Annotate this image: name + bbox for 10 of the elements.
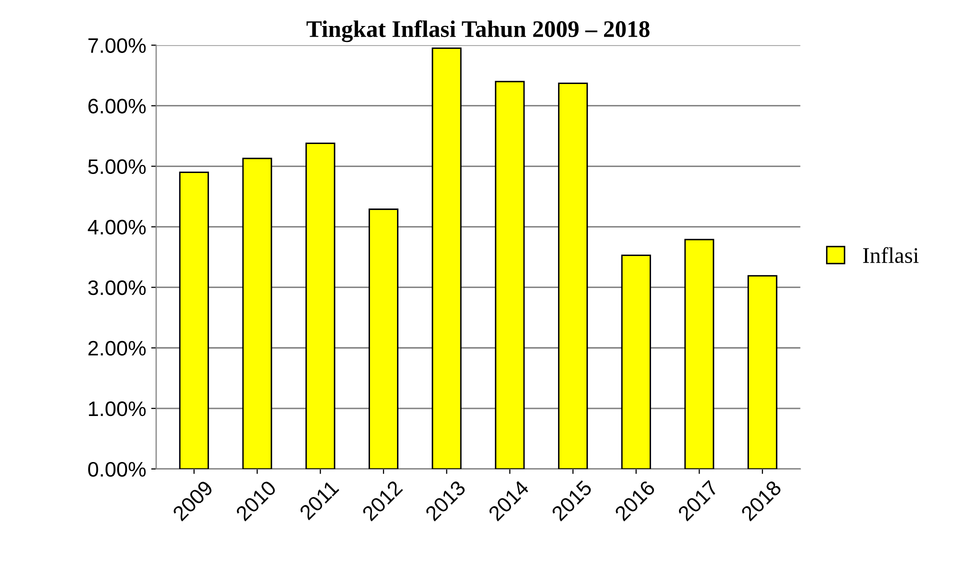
y-tick-label: 0.00%	[88, 462, 146, 477]
y-tick-label: 6.00%	[88, 98, 146, 114]
y-tick-label: 1.00%	[88, 401, 146, 416]
y-tick-label: 2.00%	[88, 340, 146, 356]
y-tick-label: 4.00%	[88, 220, 146, 235]
chart-title: Tingkat Inflasi Tahun 2009 – 2018	[306, 20, 650, 42]
legend-label: Inflasi	[863, 247, 919, 264]
y-tick-label: 5.00%	[88, 159, 146, 174]
y-tick-label: 3.00%	[88, 280, 146, 296]
y-tick-label: 7.00%	[88, 38, 146, 53]
